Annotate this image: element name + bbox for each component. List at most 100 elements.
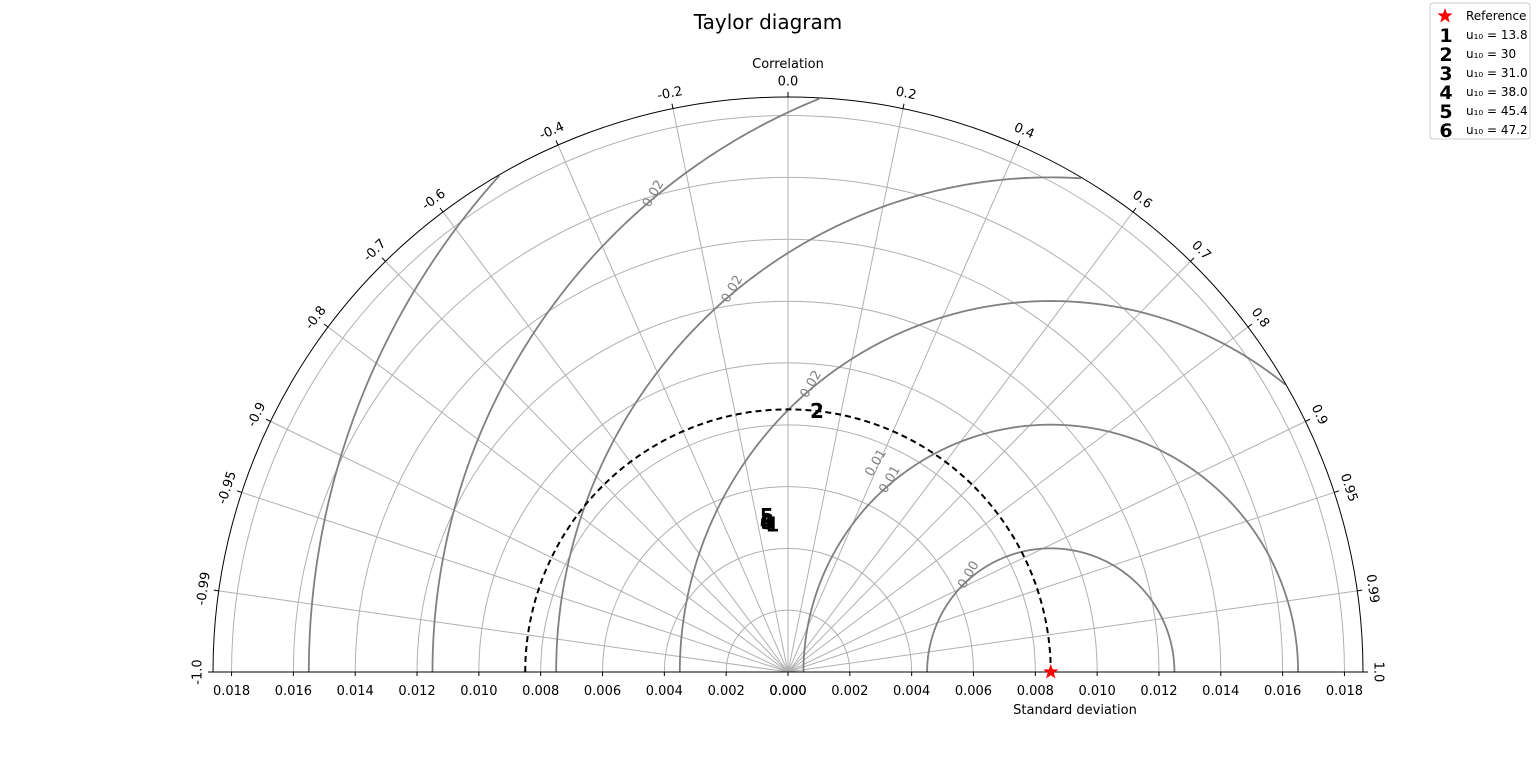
rms-contour <box>431 97 820 673</box>
std-tick-label: 0.004 <box>646 684 683 699</box>
correlation-tick-mark <box>381 257 386 262</box>
correlation-tick-label: 0.4 <box>1012 120 1037 142</box>
rms-contour-label: 0.02 <box>798 368 825 401</box>
correlation-tick-label: -0.6 <box>419 186 448 213</box>
rms-contour-label: 0.02 <box>719 273 746 306</box>
legend-label-6: u₁₀ = 47.2 <box>1466 123 1528 137</box>
correlation-tick-label: 0.99 <box>1363 573 1382 604</box>
correlation-tick-mark <box>1132 207 1137 213</box>
correlation-tick-mark <box>265 418 271 422</box>
rms-contour-label: 0.02 <box>640 178 667 211</box>
std-tick-label: 0.014 <box>337 684 374 699</box>
std-tick-label: 0.012 <box>398 684 435 699</box>
legend-marker-3: 3 <box>1439 63 1452 85</box>
correlation-tick-label: -0.99 <box>194 571 214 606</box>
correlation-tick-mark <box>1247 323 1253 328</box>
std-tick-label: 0.016 <box>1264 684 1301 699</box>
correlation-grid-line <box>442 211 789 673</box>
legend-label-4: u₁₀ = 38.0 <box>1466 85 1528 99</box>
rms-contour <box>678 300 1287 672</box>
correlation-grid-line <box>787 491 1335 673</box>
outer-frame-arc <box>212 96 1364 673</box>
correlation-tick-label: -0.2 <box>656 84 684 104</box>
std-tick-label: 0.008 <box>1017 684 1054 699</box>
correlation-tick-mark <box>1334 490 1340 493</box>
correlation-tick-label: 0.8 <box>1248 305 1272 331</box>
rms-contours-layer: 0.000.010.020.020.020.01 <box>307 97 1299 673</box>
correlation-tick-label: 0.0 <box>778 75 799 90</box>
correlation-tick-mark <box>902 103 905 109</box>
legend-marker-4: 4 <box>1439 82 1452 104</box>
std-tick-label: 0.002 <box>831 684 868 699</box>
reference-star-marker <box>1043 664 1059 679</box>
std-tick-label: 0.010 <box>1079 684 1116 699</box>
correlation-grid-line <box>327 326 789 673</box>
model-point-4: 4 <box>760 510 774 534</box>
model-point-2: 2 <box>810 399 824 423</box>
std-tick-label: 0.012 <box>1140 684 1177 699</box>
correlation-tick-mark <box>1190 257 1195 262</box>
std-tick-label: 0.006 <box>955 684 992 699</box>
legend-label-1: u₁₀ = 13.8 <box>1466 28 1528 42</box>
correlation-tick-label: -1.0 <box>191 659 206 684</box>
std-tick-label: 0.008 <box>522 684 559 699</box>
correlation-tick-mark <box>555 140 559 146</box>
correlation-tick-label: -0.8 <box>302 303 329 332</box>
legend-reference-star-icon <box>1437 8 1453 23</box>
correlation-tick-label: 1.0 <box>1371 662 1386 683</box>
std-tick-label: 0.000 <box>769 684 806 699</box>
legend-marker-6: 6 <box>1439 120 1452 142</box>
rms-contour-label: 0.00 <box>955 559 982 592</box>
std-tick-label: 0.014 <box>1202 684 1239 699</box>
correlation-tick-label: 0.95 <box>1337 472 1360 504</box>
correlation-tick-mark <box>236 490 242 493</box>
correlation-grid-line <box>787 420 1306 673</box>
model-point-5: 5 <box>760 504 774 528</box>
std-tick-label: 0.016 <box>275 684 312 699</box>
legend-reference-label: Reference <box>1466 9 1526 23</box>
correlation-grid-line <box>672 108 789 673</box>
correlation-grid-line <box>787 144 1019 673</box>
reference-std-circle <box>524 408 1052 673</box>
model-point-1: 1 <box>765 512 779 536</box>
correlation-grid-line <box>218 590 789 673</box>
correlation-axis-label: Correlation <box>752 57 824 72</box>
correlation-tick-label: 0.6 <box>1129 188 1155 212</box>
std-tick-label: 0.004 <box>893 684 930 699</box>
correlation-grid-line <box>241 491 789 673</box>
correlation-grid-line <box>787 108 904 673</box>
correlation-tick-mark <box>1017 140 1021 146</box>
std-tick-label: 0.002 <box>708 684 745 699</box>
rms-contour <box>926 547 1176 672</box>
legend-label-5: u₁₀ = 45.4 <box>1466 104 1528 118</box>
std-tick-label: 0.000 <box>769 684 806 699</box>
legend-label-2: u₁₀ = 30 <box>1466 47 1516 61</box>
correlation-tick-label: -0.95 <box>215 469 240 506</box>
std-tick-label: 0.018 <box>213 684 250 699</box>
rms-contour <box>802 423 1299 672</box>
std-tick-label: 0.010 <box>460 684 497 699</box>
std-tick-label: 0.018 <box>1326 684 1363 699</box>
std-tick-label: 0.006 <box>584 684 621 699</box>
model-point-3: 3 <box>761 510 775 534</box>
rms-contour <box>555 176 1082 672</box>
legend-marker-1: 1 <box>1439 25 1452 47</box>
correlation-tick-mark <box>323 323 329 328</box>
rms-contour <box>307 174 501 673</box>
legend-box <box>1429 2 1531 140</box>
correlation-tick-label: -0.4 <box>537 119 566 143</box>
correlation-tick-mark <box>671 103 674 109</box>
std-axis-label: Standard deviation <box>1013 703 1137 718</box>
legend-marker-5: 5 <box>1439 101 1452 123</box>
legend-label-3: u₁₀ = 31.0 <box>1466 66 1528 80</box>
correlation-grid-line <box>385 261 789 673</box>
legend: Reference 1 u₁₀ = 13.8 2 u₁₀ = 30 3 u₁₀ = 31.… <box>1429 2 1531 142</box>
correlation-tick-label: -0.9 <box>245 400 270 429</box>
correlation-tick-mark <box>1357 589 1363 592</box>
correlation-tick-label: 0.9 <box>1308 402 1331 427</box>
grid-layer <box>218 97 1358 673</box>
legend-items: 1 u₁₀ = 13.8 2 u₁₀ = 30 3 u₁₀ = 31.0 4 u₁₀ = 38… <box>1439 25 1527 142</box>
correlation-tick-label: 0.2 <box>894 85 917 104</box>
